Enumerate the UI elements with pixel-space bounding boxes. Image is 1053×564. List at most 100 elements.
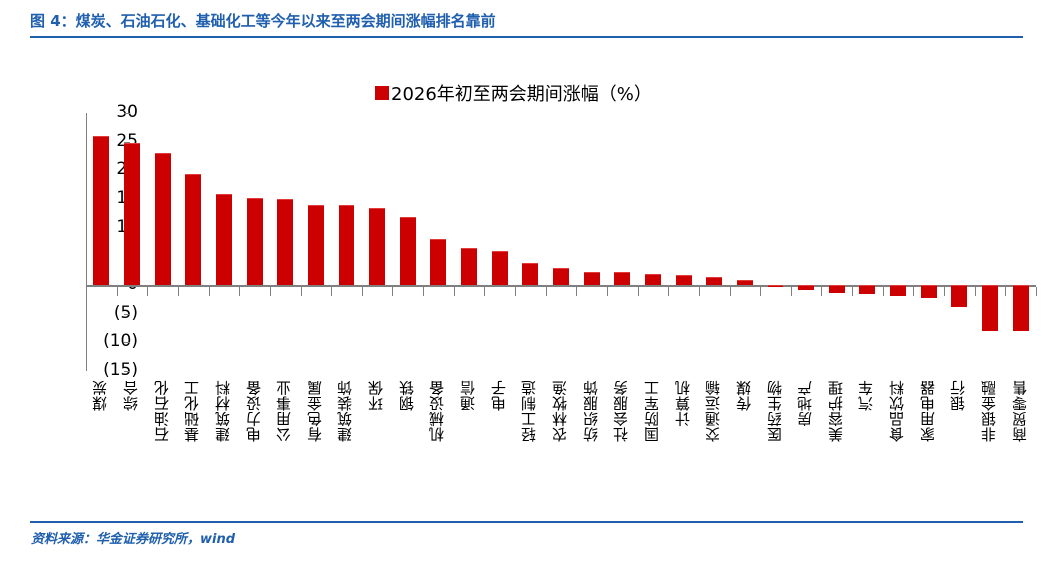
x-axis-tick: [423, 287, 424, 296]
bar: [399, 217, 416, 285]
y-axis-tick: [124, 113, 130, 114]
x-axis-tick: [331, 287, 332, 296]
x-axis-category-label: 非银金融: [980, 380, 999, 442]
x-axis-category-label: 传媒: [734, 380, 753, 411]
bar: [93, 135, 110, 285]
bar: [890, 285, 907, 296]
x-axis-tick: [454, 287, 455, 296]
x-axis-tick: [883, 287, 884, 296]
y-axis-tick-label: 30: [116, 102, 138, 122]
x-axis-tick: [117, 287, 118, 296]
bar: [553, 268, 569, 285]
bar: [338, 205, 355, 285]
x-axis-category-label: 电力设备: [244, 380, 263, 442]
x-axis-category-label: 房地产: [796, 380, 815, 427]
x-axis-tick: [607, 287, 608, 296]
bar: [920, 285, 937, 298]
bar: [215, 194, 232, 285]
x-axis-tick: [668, 287, 669, 296]
x-axis-category-label: 商贸零售: [1010, 380, 1029, 442]
figure-header: 图 4： 煤炭、石油石化、基础化工等今年以来至两会期间涨幅排名靠前: [0, 0, 1053, 40]
x-axis-tick: [239, 287, 240, 296]
bar: [277, 199, 294, 285]
bar: [951, 285, 968, 308]
legend-swatch-icon: [375, 86, 389, 100]
bar: [798, 285, 815, 290]
x-axis-category-label: 建筑装饰: [336, 380, 355, 442]
x-axis-tick: [975, 287, 976, 296]
bar: [124, 143, 140, 285]
x-axis-category-label: 轻工制造: [520, 380, 539, 442]
x-axis-tick: [392, 287, 393, 296]
x-axis-tick: [209, 287, 210, 296]
bar: [246, 197, 263, 285]
chart-legend: 2026年初至两会期间涨幅（%）: [375, 80, 652, 106]
bar: [522, 262, 539, 285]
figure-title-bar: 图 4： 煤炭、石油石化、基础化工等今年以来至两会期间涨幅排名靠前: [30, 10, 496, 31]
zero-baseline: [86, 285, 1036, 287]
x-axis-category-label: 医药生物: [765, 380, 784, 442]
x-axis-category-label: 汽车: [857, 380, 876, 411]
x-axis-tick: [270, 287, 271, 296]
x-axis-category-label: 基础化工: [183, 380, 202, 442]
x-axis-tick: [515, 287, 516, 296]
x-axis-category-label: 纺织服饰: [581, 380, 600, 442]
header-divider: [30, 36, 1023, 38]
page-title: 煤炭、石油石化、基础化工等今年以来至两会期间涨幅排名靠前: [75, 12, 496, 30]
x-axis-category-label: 食品饮料: [888, 380, 907, 442]
bar: [614, 272, 631, 285]
x-axis-tick: [1005, 287, 1006, 296]
y-axis-line: [86, 113, 87, 371]
x-axis-tick: [699, 287, 700, 296]
x-axis-category-label: 建筑材料: [213, 380, 232, 442]
figure-number-label: 图 4：: [30, 12, 76, 30]
x-axis-category-label: 煤炭: [91, 380, 110, 411]
x-axis-category-label: 机械设备: [428, 380, 447, 442]
y-axis-tick: [124, 314, 130, 315]
bar: [706, 276, 723, 285]
bar-chart-plot-area: 302520151050(5)(10)(15): [86, 102, 1037, 380]
bar: [1012, 285, 1029, 332]
bar: [430, 238, 447, 285]
x-axis-tick: [1036, 287, 1037, 296]
x-axis-category-label: 电子: [489, 380, 508, 411]
bar: [583, 271, 600, 285]
y-axis-tick: [124, 342, 130, 343]
x-axis-category-label: 银行: [949, 380, 968, 411]
x-axis-category-label: 家用电器: [918, 380, 937, 442]
x-axis-tick: [484, 287, 485, 296]
bar: [461, 248, 478, 285]
bar: [644, 274, 661, 285]
x-axis-tick: [546, 287, 547, 296]
x-axis-category-label: 美容护理: [826, 380, 845, 442]
x-axis-category-label: 国防军工: [642, 380, 661, 442]
x-axis-category-label: 环保: [367, 380, 386, 411]
x-axis-tick: [821, 287, 822, 296]
bar: [767, 285, 784, 287]
x-axis-tick: [760, 287, 761, 296]
x-axis-tick: [791, 287, 792, 296]
bar: [982, 285, 998, 331]
x-axis-tick: [301, 287, 302, 296]
x-axis-tick: [362, 287, 363, 296]
y-axis-tick: [124, 142, 130, 143]
x-axis-category-label: 社会服务: [612, 380, 631, 442]
y-axis-tick-label: (5): [113, 302, 138, 323]
bar: [491, 251, 508, 285]
x-axis-category-label: 综合: [121, 380, 140, 411]
x-axis-category-label: 公用事业: [275, 380, 294, 442]
bar: [736, 279, 753, 285]
bar-series: [86, 113, 1037, 371]
x-axis-category-labels: 煤炭 综合 石油石化 基础化工 建筑材料 电力设备 公用事业 有色金属 建筑装饰 环保 钢铁 机械设备…: [86, 380, 1036, 515]
x-axis-tick: [576, 287, 577, 296]
legend-series-label: 2026年初至两会期间涨幅（%）: [391, 84, 652, 105]
x-axis-category-label: 通信: [459, 380, 478, 411]
x-axis-category-label: 有色金属: [305, 380, 324, 442]
bar: [154, 153, 171, 285]
y-axis-tick: [124, 371, 130, 372]
x-axis-category-label: 钢铁: [397, 380, 416, 411]
bar: [675, 274, 692, 285]
x-axis-tick: [178, 287, 179, 296]
x-axis-tick: [730, 287, 731, 296]
bar: [828, 285, 845, 294]
